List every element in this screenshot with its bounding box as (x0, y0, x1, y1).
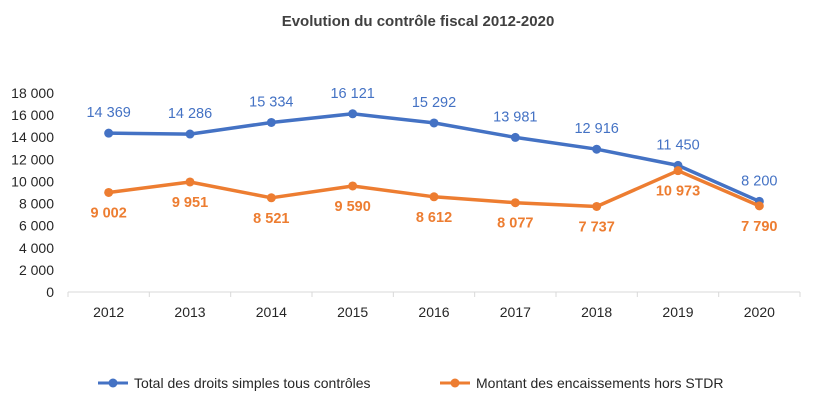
x-tick-label: 2020 (744, 304, 775, 320)
y-tick-label: 0 (46, 284, 54, 300)
data-point (266, 193, 276, 203)
y-tick-label: 14 000 (11, 129, 54, 145)
data-label: 8 521 (253, 211, 289, 227)
series-layer (104, 109, 764, 211)
data-label: 10 973 (656, 184, 700, 200)
y-tick-label: 12 000 (11, 151, 54, 167)
data-label: 8 200 (741, 173, 777, 189)
legend-label: Montant des encaissements hors STDR (476, 375, 723, 391)
data-label: 13 981 (493, 109, 537, 125)
data-point (104, 128, 114, 138)
data-point (185, 177, 195, 187)
legend: Total des droits simples tous contrôles M… (98, 375, 723, 391)
data-label: 7 737 (579, 219, 615, 235)
data-point (510, 198, 520, 208)
data-label: 15 334 (249, 94, 293, 110)
x-tick-label: 2013 (174, 304, 205, 320)
x-tick-label: 2019 (662, 304, 693, 320)
data-point (348, 181, 358, 191)
data-point (185, 129, 195, 139)
data-point (673, 166, 683, 176)
y-tick-label: 4 000 (19, 240, 54, 256)
chart-title: Evolution du contrôle fiscal 2012-2020 (282, 13, 555, 30)
x-tick-label: 2015 (337, 304, 368, 320)
x-tick-label: 2012 (93, 304, 124, 320)
data-point (592, 201, 602, 211)
y-tick-label: 6 000 (19, 218, 54, 234)
x-axis (67, 291, 801, 297)
data-label: 14 369 (86, 105, 130, 121)
y-tick-label: 10 000 (11, 173, 54, 189)
y-axis-ticks: 0 2 000 4 000 6 000 8 000 10 000 12 000 14 000 1… (11, 85, 54, 300)
data-point (429, 118, 439, 128)
data-label: 8 077 (497, 216, 533, 232)
series-1 (104, 109, 764, 206)
data-label: 11 450 (656, 137, 699, 153)
data-label: 16 121 (330, 86, 374, 102)
x-tick-label: 2016 (418, 304, 449, 320)
data-label: 9 951 (172, 195, 208, 211)
data-label: 15 292 (412, 95, 456, 111)
x-tick-label: 2018 (581, 304, 612, 320)
legend-item: Total des droits simples tous contrôles (98, 375, 371, 391)
data-point (510, 132, 520, 142)
data-label: 9 002 (91, 205, 127, 221)
x-tick-label: 2014 (256, 304, 287, 320)
legend-swatch-marker (108, 378, 118, 388)
data-label: 12 916 (574, 121, 618, 137)
legend-item: Montant des encaissements hors STDR (440, 375, 723, 391)
data-label: 14 286 (168, 106, 212, 122)
legend-swatch-marker (450, 378, 460, 388)
legend-label: Total des droits simples tous contrôles (134, 375, 371, 391)
data-point (348, 109, 358, 119)
data-point (754, 201, 764, 211)
x-tick-label: 2017 (500, 304, 531, 320)
y-tick-label: 18 000 (11, 85, 54, 101)
data-point (104, 187, 114, 197)
y-tick-label: 8 000 (19, 196, 54, 212)
data-point (429, 192, 439, 202)
data-label: 9 590 (335, 199, 371, 215)
data-label: 7 790 (741, 219, 777, 235)
series-2 (104, 166, 764, 211)
y-tick-label: 16 000 (11, 107, 54, 123)
x-axis-ticks: 2012 2013 2014 2015 2016 2017 2018 2019 2020 (93, 304, 775, 320)
data-labels-layer: 14 369 14 286 15 334 16 121 15 292 13 981 12 9… (86, 86, 777, 236)
y-tick-label: 2 000 (19, 262, 54, 278)
data-point (592, 144, 602, 154)
data-label: 8 612 (416, 210, 452, 226)
data-point (266, 117, 276, 127)
